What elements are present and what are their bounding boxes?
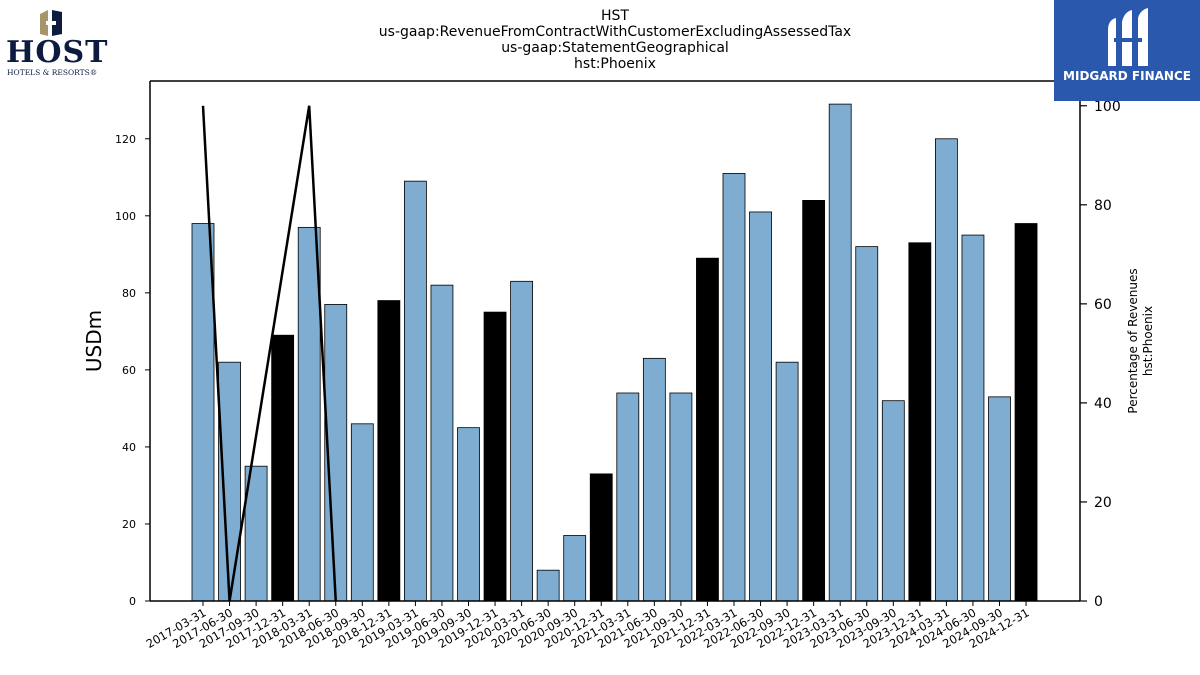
percentage-line	[201, 105, 337, 602]
host-subtitle: HOTELS & RESORTS®	[7, 68, 98, 77]
host-emblem-icon	[40, 10, 62, 36]
chart-title-concept: us-gaap:RevenueFromContractWithCustomerE…	[378, 24, 852, 40]
bar-2021-06-30	[642, 357, 666, 602]
y2-tick-label-20: 20	[1094, 495, 1112, 511]
bar-2022-06-30	[749, 211, 772, 602]
bar-2022-09-30	[775, 361, 799, 602]
y-tick-label-0: 0	[129, 595, 136, 608]
bar-2021-09-30	[669, 392, 693, 602]
bar-2017-03-31	[191, 223, 215, 602]
midgard-finance-logo: MIDGARD FINANCE	[1054, 0, 1200, 101]
bar-2021-03-31	[616, 392, 640, 602]
y-tick-label-60: 60	[122, 364, 136, 377]
bar-2018-03-31	[297, 226, 321, 602]
bar-2018-09-30	[350, 423, 374, 602]
bar-2020-12-31	[589, 473, 613, 602]
y2-tick-label-0: 0	[1094, 594, 1103, 610]
y2-axis-label-line-0: Percentage of Revenues	[1126, 268, 1140, 413]
bar-2019-09-30	[457, 427, 480, 602]
bar-2019-06-30	[430, 284, 454, 602]
bar-2017-12-31	[271, 334, 295, 602]
bar-2024-09-30	[988, 396, 1011, 602]
bar-2023-12-31	[908, 242, 932, 602]
bar-2023-03-31	[828, 103, 852, 602]
y-tick-label-100: 100	[115, 210, 136, 223]
y-tick-label-20: 20	[122, 518, 136, 531]
midgard-mark-icon	[1108, 8, 1148, 66]
y-tick-label-40: 40	[122, 441, 136, 454]
bar-2021-12-31	[696, 257, 719, 602]
host-logo: HOST HOTELS & RESORTS®	[2, 4, 107, 77]
y2-tick-label-100: 100	[1094, 99, 1121, 115]
bar-2019-03-31	[403, 180, 427, 602]
midgard-name: MIDGARD FINANCE	[1063, 69, 1191, 83]
chart-title-member: hst:Phoenix	[574, 56, 656, 72]
bar-2018-12-31	[377, 300, 401, 602]
chart-title-ticker: HST	[601, 8, 629, 24]
chart-title-axis: us-gaap:StatementGeographical	[501, 40, 729, 56]
y2-axis-label-line-1: hst:Phoenix	[1141, 306, 1155, 376]
bar-2020-03-31	[510, 280, 534, 602]
bar-2020-09-30	[563, 535, 587, 602]
y-tick-label-80: 80	[122, 287, 136, 300]
bar-2024-12-31	[1014, 223, 1038, 602]
bar-2020-06-30	[536, 569, 560, 602]
bar-2024-03-31	[935, 138, 958, 602]
y-axis-label: USDm	[82, 310, 106, 372]
y-tick-label-120: 120	[115, 133, 136, 146]
y2-tick-label-60: 60	[1094, 297, 1112, 313]
y2-tick-label-80: 80	[1094, 198, 1112, 214]
y2-tick-label-40: 40	[1094, 396, 1112, 412]
bar-2024-06-30	[961, 234, 985, 602]
bar-2023-06-30	[855, 246, 879, 602]
bar-2022-03-31	[722, 173, 746, 602]
bar-2017-06-30	[218, 361, 241, 602]
bar-2019-12-31	[483, 311, 507, 602]
bar-2023-09-30	[881, 400, 905, 602]
bar-2022-12-31	[802, 200, 826, 602]
host-wordmark: HOST	[6, 35, 109, 70]
